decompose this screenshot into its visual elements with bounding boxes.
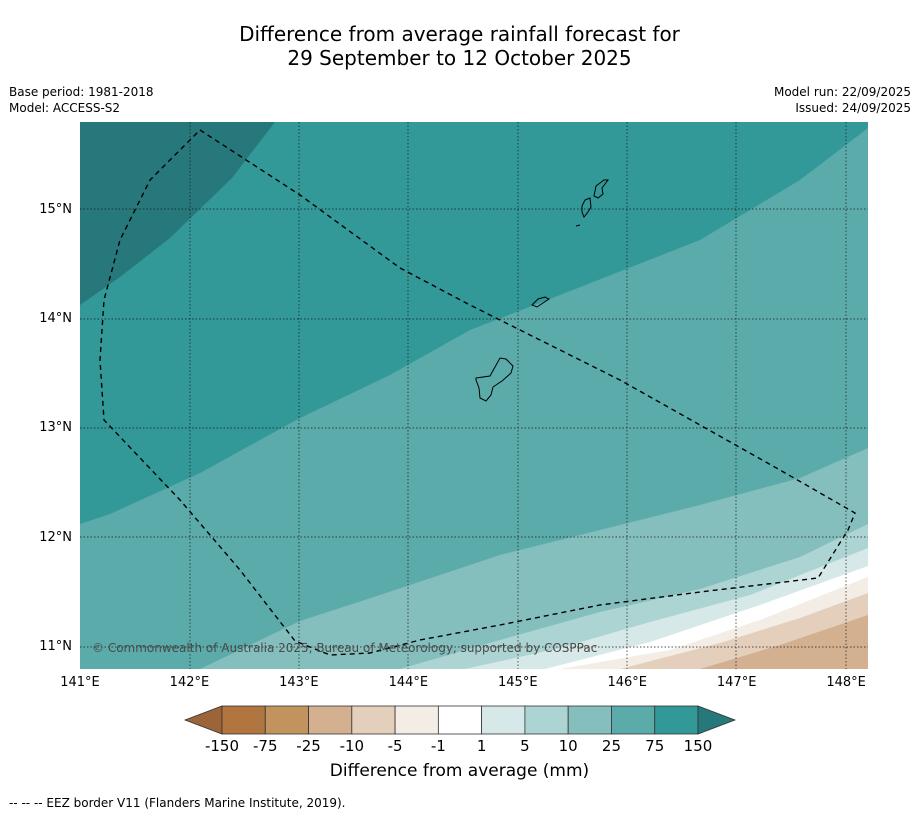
lon-tick-label: 144°E bbox=[388, 675, 429, 690]
colorbar-tick-label: -1 bbox=[430, 737, 446, 755]
tinian-island bbox=[581, 197, 592, 218]
colorbar-swatch bbox=[611, 705, 656, 735]
colorbar-title: Difference from average (mm) bbox=[329, 761, 590, 781]
colorbar-swatch bbox=[567, 705, 612, 735]
island-outlines bbox=[475, 179, 609, 402]
colorbar-tick-label: -75 bbox=[253, 737, 278, 755]
lon-tick-label: 142°E bbox=[169, 675, 210, 690]
saipan-island bbox=[593, 179, 609, 199]
colorbar-tick-label: -10 bbox=[339, 737, 365, 755]
guam-island bbox=[475, 357, 514, 402]
lon-tick-label: 148°E bbox=[826, 675, 866, 690]
colorbar-swatch bbox=[351, 705, 396, 735]
colorbar-swatch bbox=[524, 705, 569, 735]
lat-tick-label: 15°N bbox=[39, 201, 72, 217]
band-over-150 bbox=[80, 122, 275, 305]
eez-border-line bbox=[99, 129, 856, 656]
colorbar-tick-label: -150 bbox=[204, 737, 240, 755]
aguijan-islet bbox=[575, 224, 581, 227]
colorbar-tick-label: 10 bbox=[558, 737, 578, 755]
lon-tick-label: 146°E bbox=[607, 675, 647, 690]
lat-tick-label: 13°N bbox=[39, 420, 72, 436]
colorbar-over-triangle bbox=[697, 705, 737, 735]
colorbar-tick-label: 150 bbox=[683, 737, 713, 755]
colorbar-swatch bbox=[221, 705, 266, 735]
base-period: Base period: 1981-2018 bbox=[9, 85, 154, 99]
lat-tick-label: 12°N bbox=[39, 529, 72, 545]
colorbar-swatch bbox=[394, 705, 439, 735]
lon-tick-label: 141°E bbox=[60, 675, 100, 690]
model-run: Model run: 22/09/2025 bbox=[773, 85, 911, 99]
colorbar-under-triangle bbox=[183, 705, 223, 735]
lon-tick-label: 143°E bbox=[279, 675, 319, 690]
colorbar-tick-label: -5 bbox=[387, 737, 403, 755]
rainfall-field bbox=[80, 122, 868, 669]
gridlines bbox=[80, 122, 868, 669]
band-neg25-neg10 bbox=[700, 615, 868, 669]
colorbar-swatch bbox=[308, 705, 353, 735]
lat-tick-label: 14°N bbox=[39, 310, 72, 326]
chart-title: Difference from average rainfall forecas… bbox=[0, 22, 919, 70]
colorbar-swatch bbox=[654, 705, 699, 735]
colorbar-tick-label: 75 bbox=[645, 737, 665, 755]
colorbar-tick-label: 25 bbox=[601, 737, 621, 755]
colorbar-swatch bbox=[481, 705, 526, 735]
colorbar-tick-label: 5 bbox=[520, 737, 530, 755]
lon-tick-label: 147°E bbox=[716, 675, 757, 690]
title-line-1: Difference from average rainfall forecas… bbox=[239, 22, 680, 46]
copyright-notice: © Commonwealth of Australia 2025, Bureau… bbox=[92, 641, 598, 655]
eez-legend-footnote: -- -- -- EEZ border V11 (Flanders Marine… bbox=[9, 796, 346, 810]
colorbar bbox=[183, 705, 737, 735]
colorbar-tick-label: -25 bbox=[296, 737, 321, 755]
colorbar-swatch bbox=[437, 705, 483, 735]
rota-island bbox=[531, 296, 550, 308]
colorbar-swatch bbox=[264, 705, 309, 735]
issued-date: Issued: 24/09/2025 bbox=[795, 101, 911, 115]
model-name: Model: ACCESS-S2 bbox=[9, 101, 121, 115]
meta-left: Base period: 1981-2018 Model: ACCESS-S2 bbox=[9, 84, 154, 116]
colorbar-tick-label: 1 bbox=[476, 737, 487, 755]
meta-right: Model run: 22/09/2025 Issued: 24/09/2025 bbox=[774, 84, 911, 116]
lon-tick-label: 145°E bbox=[498, 675, 538, 690]
title-line-2: 29 September to 12 October 2025 bbox=[287, 46, 632, 70]
lat-tick-label: 11°N bbox=[39, 639, 72, 655]
